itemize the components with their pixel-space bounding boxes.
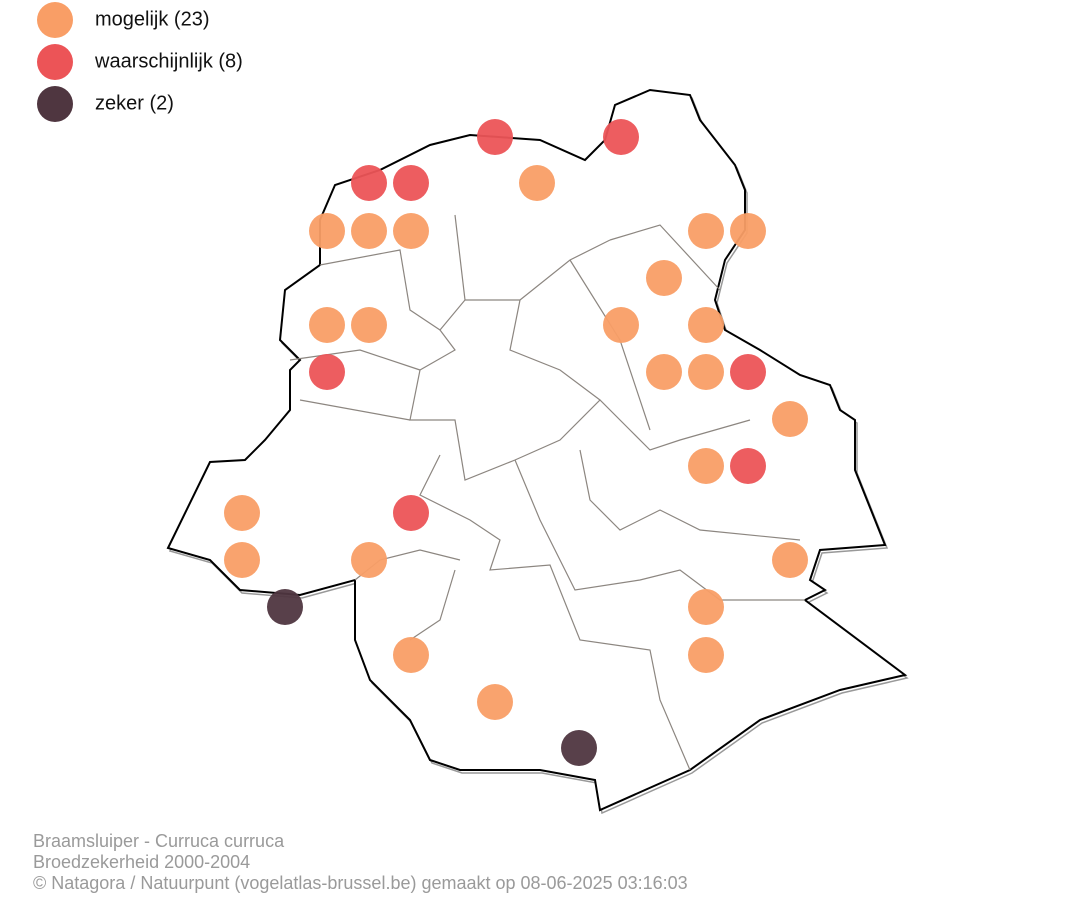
- observation-dots: [224, 119, 808, 766]
- observation-dot: [309, 354, 345, 390]
- observation-dot: [688, 213, 724, 249]
- observation-dot: [603, 119, 639, 155]
- observation-dot: [309, 213, 345, 249]
- observation-dot: [224, 542, 260, 578]
- observation-dot: [477, 684, 513, 720]
- observation-dot: [519, 165, 555, 201]
- observation-dot: [393, 213, 429, 249]
- observation-dot: [730, 448, 766, 484]
- legend-label: waarschijnlijk (8): [94, 50, 243, 72]
- observation-dot: [351, 213, 387, 249]
- observation-dot: [688, 637, 724, 673]
- legend-label: mogelijk (23): [95, 8, 209, 30]
- observation-dot: [603, 307, 639, 343]
- observation-dot: [688, 448, 724, 484]
- observation-dot: [309, 307, 345, 343]
- observation-dot: [561, 730, 597, 766]
- caption-line: © Natagora / Natuurpunt (vogelatlas-brus…: [33, 873, 688, 893]
- observation-dot: [477, 119, 513, 155]
- observation-dot: [688, 307, 724, 343]
- legend-swatch: [37, 86, 73, 122]
- caption-line: Broedzekerheid 2000-2004: [33, 852, 250, 872]
- legend-label: zeker (2): [95, 92, 174, 114]
- observation-dot: [351, 307, 387, 343]
- observation-dot: [688, 354, 724, 390]
- observation-dot: [730, 354, 766, 390]
- observation-dot: [646, 260, 682, 296]
- observation-dot: [772, 542, 808, 578]
- observation-dot: [730, 213, 766, 249]
- observation-dot: [646, 354, 682, 390]
- observation-dot: [393, 165, 429, 201]
- legend-swatch: [37, 2, 73, 38]
- observation-dot: [267, 589, 303, 625]
- observation-dot: [224, 495, 260, 531]
- observation-dot: [393, 495, 429, 531]
- observation-dot: [351, 165, 387, 201]
- observation-dot: [351, 542, 387, 578]
- observation-dot: [772, 401, 808, 437]
- observation-dot: [688, 589, 724, 625]
- legend-swatch: [37, 44, 73, 80]
- caption-line: Braamsluiper - Curruca curruca: [33, 831, 285, 851]
- observation-dot: [393, 637, 429, 673]
